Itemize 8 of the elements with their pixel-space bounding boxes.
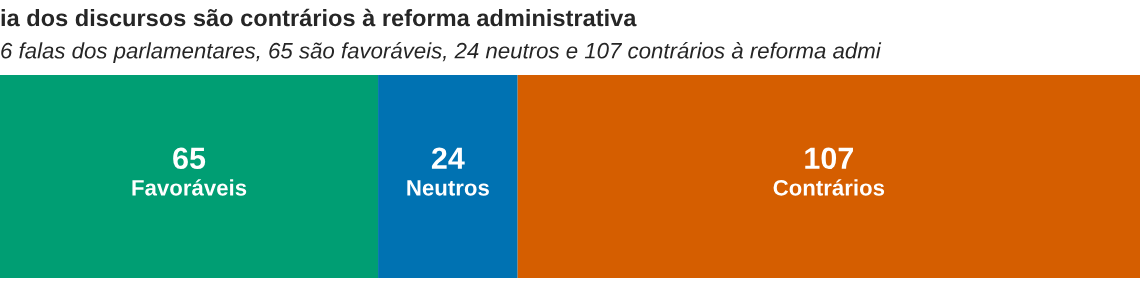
- data-label: 107: [805, 147, 853, 170]
- data-label: 24: [431, 147, 465, 169]
- data-label: 65: [173, 147, 206, 170]
- series-label: Favoráveis: [132, 179, 247, 196]
- chart-title: ia dos discursos são contrários à reforma administrativa: [1, 8, 637, 27]
- chart-subtitle: 6 falas dos parlamentares, 65 são favoráveis, 24 neutros e 107 contrários à reforma admi: [1, 42, 882, 63]
- series-label: Neutros: [407, 180, 489, 196]
- series-label: Contrários: [773, 179, 885, 196]
